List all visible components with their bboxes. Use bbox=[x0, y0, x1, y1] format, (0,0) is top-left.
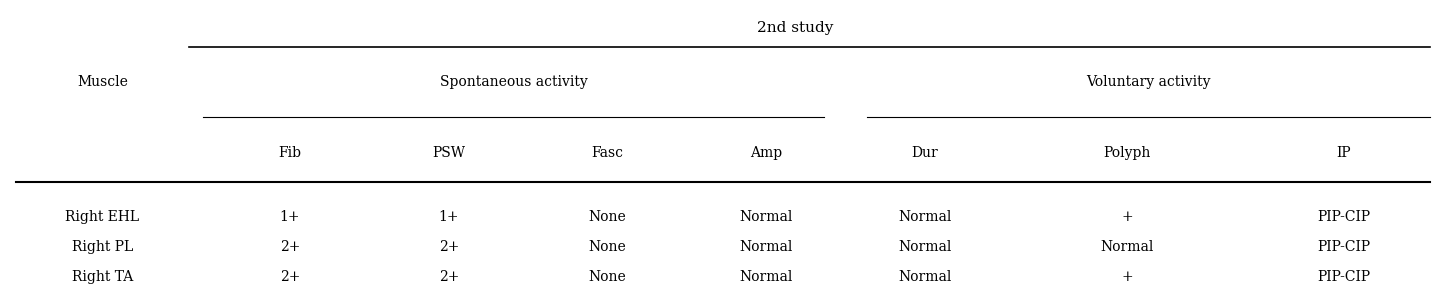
Text: PSW: PSW bbox=[432, 145, 466, 160]
Text: 1+: 1+ bbox=[279, 210, 301, 224]
Text: Fasc: Fasc bbox=[591, 145, 623, 160]
Text: PIP-CIP: PIP-CIP bbox=[1317, 240, 1371, 254]
Text: Normal: Normal bbox=[1100, 240, 1154, 254]
Text: 2+: 2+ bbox=[438, 240, 458, 254]
Text: Normal: Normal bbox=[898, 270, 951, 284]
Text: 1+: 1+ bbox=[438, 210, 458, 224]
Text: 2+: 2+ bbox=[281, 240, 301, 254]
Text: IP: IP bbox=[1336, 145, 1351, 160]
Text: None: None bbox=[589, 240, 626, 254]
Text: None: None bbox=[589, 210, 626, 224]
Text: Normal: Normal bbox=[898, 240, 951, 254]
Text: Fib: Fib bbox=[279, 145, 302, 160]
Text: Normal: Normal bbox=[739, 210, 792, 224]
Text: Normal: Normal bbox=[739, 240, 792, 254]
Text: +: + bbox=[1121, 270, 1132, 284]
Text: Spontaneous activity: Spontaneous activity bbox=[440, 75, 587, 89]
Text: 2nd study: 2nd study bbox=[756, 21, 833, 36]
Text: Muscle: Muscle bbox=[77, 75, 127, 89]
Text: 2+: 2+ bbox=[438, 270, 458, 284]
Text: Normal: Normal bbox=[739, 270, 792, 284]
Text: PIP-CIP: PIP-CIP bbox=[1317, 270, 1371, 284]
Text: Amp: Amp bbox=[750, 145, 782, 160]
Text: Right PL: Right PL bbox=[72, 240, 133, 254]
Text: None: None bbox=[589, 270, 626, 284]
Text: 2+: 2+ bbox=[281, 270, 301, 284]
Text: Voluntary activity: Voluntary activity bbox=[1086, 75, 1210, 89]
Text: Normal: Normal bbox=[898, 210, 951, 224]
Text: Dur: Dur bbox=[911, 145, 938, 160]
Text: Right TA: Right TA bbox=[72, 270, 133, 284]
Text: PIP-CIP: PIP-CIP bbox=[1317, 210, 1371, 224]
Text: Right EHL: Right EHL bbox=[65, 210, 139, 224]
Text: Polyph: Polyph bbox=[1103, 145, 1151, 160]
Text: +: + bbox=[1121, 210, 1132, 224]
